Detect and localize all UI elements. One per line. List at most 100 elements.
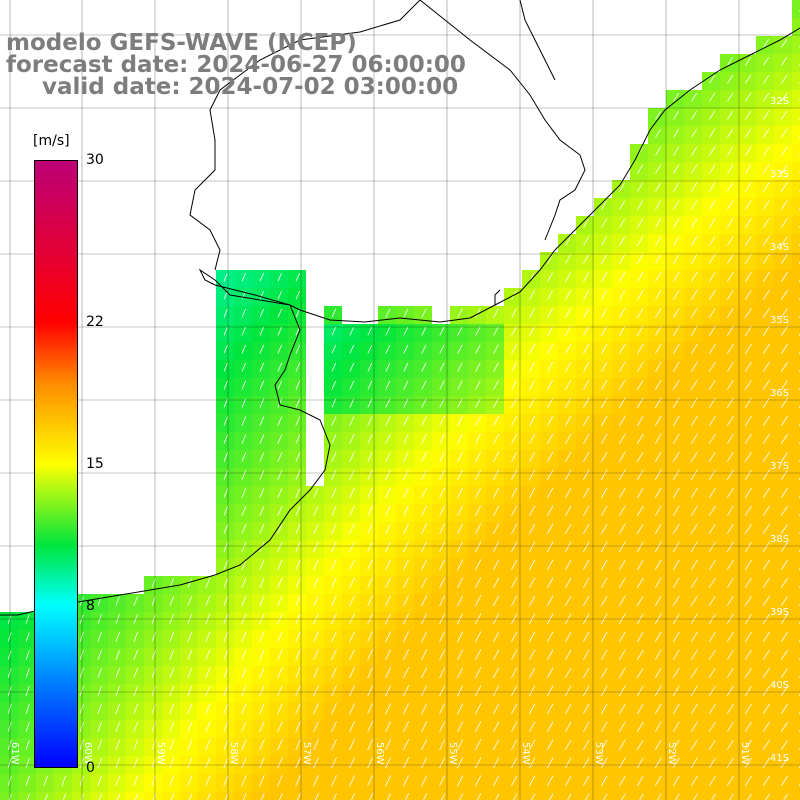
wind-arrow [421,775,428,787]
wind-arrow [79,739,84,750]
wind-arrow [439,326,445,336]
wind-arrow [726,523,734,535]
wind-arrow [439,775,446,787]
wind-arrow [727,74,734,84]
wind-arrow [133,667,139,678]
wind-arrow [744,289,752,300]
wind-arrow [600,667,608,679]
wind-arrow [565,775,572,787]
wind-arrow [636,577,644,589]
wind-arrow [690,469,698,481]
wind-arrow [654,685,662,697]
wind-arrow [582,685,590,697]
wind-arrow [618,523,626,535]
wind-arrow [169,739,175,751]
wind-arrow [511,451,518,463]
wind-arrow [672,361,680,373]
wind-arrow [367,649,373,661]
wind-arrow [79,650,84,660]
wind-arrow [709,146,716,156]
wind-arrow [80,793,85,800]
wind-arrow [637,200,644,210]
wind-arrow [600,577,608,589]
wind-arrow [439,451,445,462]
wind-arrow [241,344,246,354]
wind-arrow [708,415,716,427]
wind-arrow [277,308,282,318]
wind-arrow [259,380,265,390]
wind-arrow [762,218,770,228]
wind-arrow [727,110,734,120]
wind-arrow [690,343,698,355]
wind-arrow [79,721,84,732]
speed-cell [792,756,800,774]
wind-arrow [169,596,175,606]
wind-arrow [654,631,662,643]
wind-arrow [729,793,734,800]
wind-arrow [726,505,734,517]
wind-arrow [367,434,373,444]
wind-arrow [133,721,139,733]
wind-arrow [313,721,319,733]
wind-arrow [708,289,716,300]
wind-arrow [744,739,752,751]
wind-arrow [241,308,246,318]
wind-arrow [97,775,103,787]
wind-arrow [385,523,391,535]
wind-arrow [672,325,680,337]
wind-arrow [187,613,193,624]
wind-arrow [116,793,121,800]
wind-arrow [475,595,482,607]
wind-arrow [313,505,319,516]
wind-arrow [331,775,337,787]
wind-arrow [547,739,554,751]
wind-arrow [762,775,770,786]
wind-arrow [708,361,716,373]
wind-arrow [690,757,698,769]
wind-arrow [457,757,464,769]
wind-arrow [654,703,662,715]
speed-cell [486,792,504,800]
wind-arrow [187,649,193,660]
wind-arrow [654,775,662,787]
speed-cell [630,792,648,800]
speed-cell [108,792,126,800]
wind-arrow [547,487,554,499]
wind-arrow [7,722,12,732]
wind-arrow [475,362,481,372]
wind-arrow [762,739,770,750]
wind-arrow [763,92,770,102]
wind-arrow [744,271,752,282]
wind-arrow [709,110,716,120]
wind-arrow [457,505,464,517]
wind-arrow [637,307,644,318]
wind-arrow [79,703,84,714]
wind-arrow [421,577,428,589]
wind-arrow [421,667,428,679]
speed-cell [576,792,594,800]
wind-arrow [97,614,102,624]
wind-arrow [25,722,30,732]
wind-arrow [349,595,355,607]
wind-arrow [349,703,355,715]
wind-arrow [673,254,680,264]
wind-arrow [547,559,554,571]
wind-arrow [565,703,572,715]
wind-arrow [313,757,319,769]
wind-arrow [205,595,211,606]
wind-arrow [385,739,392,751]
wind-arrow [241,542,247,552]
wind-arrow [654,325,662,336]
wind-arrow [672,433,680,445]
wind-arrow [726,236,734,246]
wind-arrow [601,379,608,391]
wind-arrow [349,613,355,625]
wind-arrow [601,272,608,282]
wind-arrow [511,559,518,571]
wind-arrow [655,218,662,228]
wind-arrow [7,668,12,678]
wind-arrow [297,793,301,800]
wind-arrow [493,380,499,390]
wind-arrow [744,361,752,373]
